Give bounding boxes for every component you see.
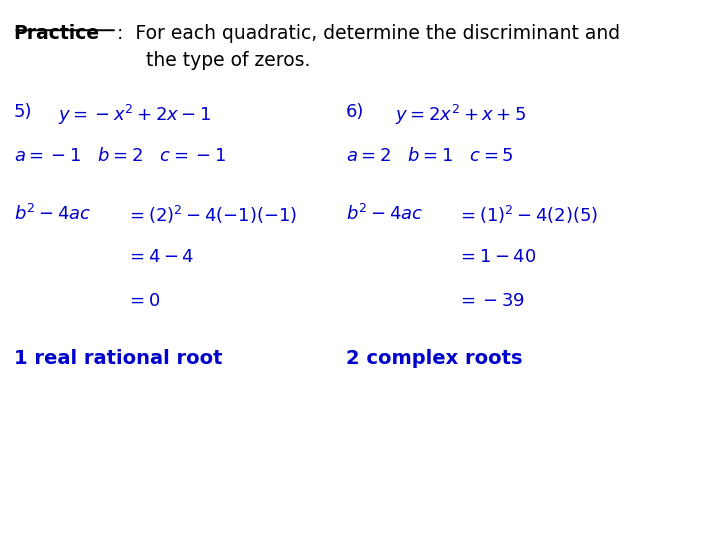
Text: 2 complex roots: 2 complex roots <box>346 349 523 368</box>
Text: $= (2)^2 - 4(-1)(-1)$: $= (2)^2 - 4(-1)(-1)$ <box>125 204 297 226</box>
Text: $y = -x^2 + 2x - 1$: $y = -x^2 + 2x - 1$ <box>58 103 211 127</box>
Text: $b^2 - 4ac$: $b^2 - 4ac$ <box>346 204 424 224</box>
Text: $= 1 - 40$: $= 1 - 40$ <box>457 248 536 266</box>
Text: 6): 6) <box>346 103 364 120</box>
Text: 1 real rational root: 1 real rational root <box>14 349 222 368</box>
Text: $y = 2x^2 + x + 5$: $y = 2x^2 + x + 5$ <box>395 103 526 127</box>
Text: $= -39$: $= -39$ <box>457 292 525 310</box>
Text: $= 4 - 4$: $= 4 - 4$ <box>125 248 194 266</box>
Text: $b^2 - 4ac$: $b^2 - 4ac$ <box>14 204 91 224</box>
Text: $a = 2$   $b = 1$   $c = 5$: $a = 2$ $b = 1$ $c = 5$ <box>346 147 514 165</box>
Text: Practice: Practice <box>14 24 99 43</box>
Text: $= (1)^2 - 4(2)(5)$: $= (1)^2 - 4(2)(5)$ <box>457 204 598 226</box>
Text: $= 0$: $= 0$ <box>125 292 160 310</box>
Text: :  For each quadratic, determine the discriminant and: : For each quadratic, determine the disc… <box>117 24 620 43</box>
Text: $a = -1$   $b = 2$   $c = -1$: $a = -1$ $b = 2$ $c = -1$ <box>14 147 225 165</box>
Text: 5): 5) <box>14 103 32 120</box>
Text: the type of zeros.: the type of zeros. <box>146 51 310 70</box>
